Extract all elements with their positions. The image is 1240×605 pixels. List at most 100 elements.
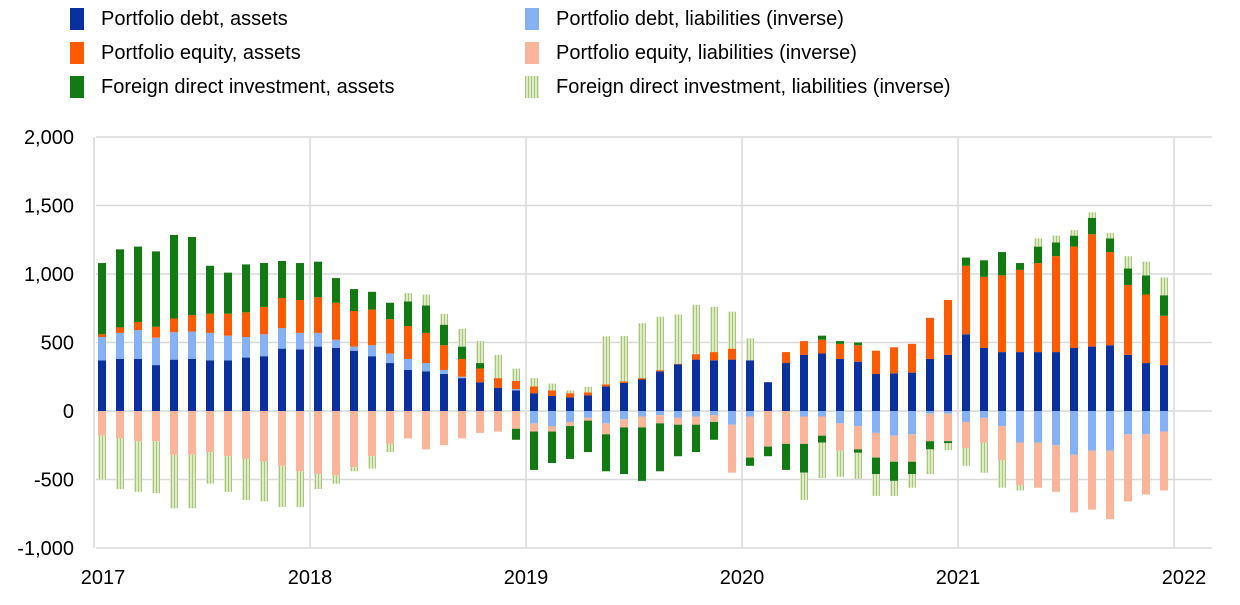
- bar-fdi-liab-pos-19: [440, 313, 448, 325]
- bar-fdi-liab-pos-25: [548, 383, 556, 391]
- bar-debt-assets-48: [962, 334, 970, 411]
- bar-fdi-assets-neg-42: [854, 449, 862, 453]
- bar-equity-assets-24: [530, 386, 538, 394]
- bar-fdi-assets-15: [368, 291, 376, 310]
- bar-fdi-liab-pos-30: [638, 323, 646, 379]
- bar-equity-assets-18: [422, 332, 430, 364]
- bar-debt-liab-52: [1034, 411, 1042, 443]
- bar-equity-liab-29: [620, 419, 628, 428]
- bar-equity-liab-57: [1124, 434, 1132, 502]
- bar-fdi-liab-pos-52: [1034, 238, 1042, 247]
- bar-fdi-assets-5: [188, 237, 196, 316]
- bar-debt-assets-30: [638, 379, 646, 411]
- bar-equity-liab-8: [242, 411, 250, 459]
- bar-equity-assets-27: [584, 392, 592, 396]
- legend-swatch-1: [70, 8, 84, 30]
- bar-debt-assets-52: [1034, 352, 1042, 411]
- legend-label-6: Foreign direct investment, liabilities (…: [556, 75, 951, 98]
- bar-debt-assets-46: [926, 358, 934, 411]
- legend-label-4: Portfolio debt, liabilities (inverse): [556, 7, 844, 30]
- bar-fdi-assets-20: [458, 346, 466, 359]
- bar-equity-assets-32: [674, 363, 682, 365]
- bar-equity-liab-3: [152, 411, 160, 442]
- bar-fdi-liab-pos-35: [728, 311, 736, 349]
- bar-equity-liab-54: [1070, 454, 1078, 513]
- bar-fdi-assets-neg-25: [548, 431, 556, 464]
- bar-equity-liab-22: [494, 411, 502, 432]
- legend-label-2: Portfolio equity, assets: [101, 41, 301, 64]
- bar-fdi-liab-45: [908, 474, 916, 488]
- bar-equity-assets-52: [1034, 263, 1042, 353]
- bar-debt-assets-41: [836, 358, 844, 411]
- bar-debt-liab-29: [620, 411, 628, 420]
- bar-fdi-assets-neg-28: [602, 434, 610, 472]
- bar-equity-liab-34: [710, 415, 718, 422]
- bar-fdi-assets-48: [962, 257, 970, 266]
- bar-fdi-liab-pos-26: [566, 390, 574, 394]
- bar-fdi-assets-56: [1106, 238, 1114, 253]
- bar-fdi-assets-55: [1088, 217, 1096, 235]
- bar-fdi-liab-47: [944, 443, 952, 451]
- bar-fdi-liab-50: [998, 460, 1006, 488]
- bar-equity-liab-46: [926, 413, 934, 442]
- bar-equity-assets-1: [116, 327, 124, 333]
- bar-fdi-liab-51: [1016, 484, 1024, 491]
- bar-debt-assets-10: [278, 348, 286, 411]
- bar-equity-liab-10: [278, 411, 286, 466]
- legend-label-3: Foreign direct investment, assets: [101, 75, 395, 98]
- bar-fdi-assets-neg-29: [620, 427, 628, 475]
- bar-debt-assets-12: [314, 346, 322, 411]
- bar-debt-liab-44: [890, 411, 898, 436]
- bar-equity-assets-23: [512, 380, 520, 390]
- bar-debt-assets-58: [1142, 363, 1150, 411]
- bar-fdi-assets-neg-32: [674, 424, 682, 457]
- bar-fdi-assets-18: [422, 305, 430, 333]
- bar-debt-assets-5: [188, 358, 196, 411]
- bar-debt-assets-45: [908, 372, 916, 411]
- bar-fdi-assets-neg-26: [566, 426, 574, 459]
- bar-debt-assets-18: [422, 371, 430, 411]
- bar-equity-assets-58: [1142, 294, 1150, 364]
- bar-fdi-liab-pos-27: [584, 387, 592, 393]
- bar-fdi-assets-2: [134, 246, 142, 322]
- bar-equity-liab-51: [1016, 442, 1024, 485]
- bar-fdi-liab-4: [170, 454, 178, 509]
- bar-equity-assets-28: [602, 384, 610, 387]
- bar-debt-liab-31: [656, 411, 664, 416]
- bar-equity-liab-12: [314, 411, 322, 475]
- bar-equity-assets-25: [548, 390, 556, 396]
- x-tick-label: 2019: [504, 567, 549, 589]
- bar-equity-assets-30: [638, 378, 646, 380]
- bar-debt-assets-36: [746, 360, 754, 411]
- bar-fdi-liab-pos-57: [1124, 256, 1132, 269]
- bar-equity-assets-48: [962, 265, 970, 335]
- bar-equity-assets-0: [98, 334, 106, 338]
- bar-equity-liab-17: [404, 411, 412, 439]
- bar-debt-assets-31: [656, 371, 664, 411]
- bar-equity-liab-41: [836, 423, 844, 451]
- bar-equity-assets-15: [368, 309, 376, 346]
- bar-fdi-liab-3: [152, 441, 160, 494]
- bar-equity-assets-19: [440, 345, 448, 370]
- bar-fdi-liab-13: [332, 475, 340, 484]
- bar-debt-liab-pos-19: [440, 369, 448, 375]
- bar-debt-liab-25: [548, 411, 556, 427]
- bar-equity-liab-4: [170, 411, 178, 455]
- bar-equity-assets-13: [332, 302, 340, 340]
- y-tick-label: -1,000: [17, 538, 74, 560]
- bar-fdi-liab-39: [800, 472, 808, 501]
- bar-fdi-liab-42: [854, 452, 862, 479]
- bar-equity-liab-52: [1034, 442, 1042, 488]
- y-tick-label: 1,000: [24, 264, 74, 286]
- bar-fdi-liab-pos-18: [422, 294, 430, 306]
- bar-equity-assets-47: [944, 300, 952, 355]
- bar-equity-assets-2: [134, 321, 142, 331]
- bar-debt-assets-34: [710, 360, 718, 411]
- bar-equity-assets-45: [908, 343, 916, 373]
- bar-fdi-liab-pos-21: [476, 341, 484, 364]
- bar-equity-assets-42: [854, 345, 862, 362]
- bar-equity-liab-27: [584, 417, 592, 421]
- bar-fdi-liab-pos-36: [746, 338, 754, 361]
- bar-equity-liab-53: [1052, 445, 1060, 492]
